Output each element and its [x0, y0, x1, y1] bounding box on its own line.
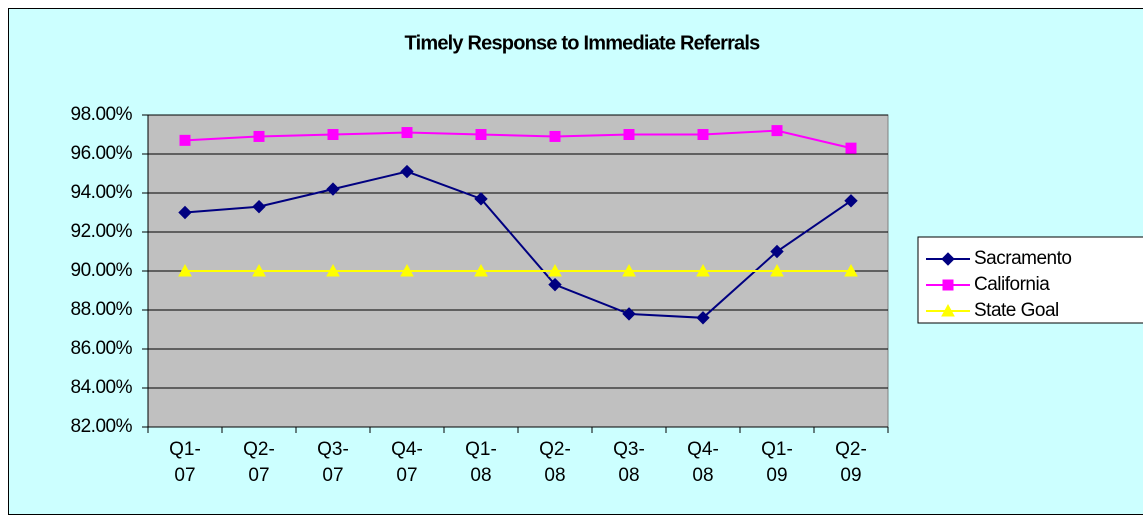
marker [252, 263, 266, 277]
x-tick-label: Q3-08 [613, 439, 645, 486]
marker [845, 142, 857, 154]
y-tick-label: 96.00% [71, 143, 133, 164]
marker [474, 192, 488, 206]
x-tick-label: Q1-08 [465, 439, 497, 486]
marker [400, 164, 414, 179]
marker [696, 311, 710, 325]
marker [696, 263, 710, 277]
marker [622, 263, 636, 277]
legend-label: Sacramento [974, 248, 1071, 269]
marker [252, 199, 266, 214]
legend-label: State Goal [974, 300, 1059, 321]
marker [327, 129, 339, 140]
legend: Sacramento California State Goal [917, 236, 1143, 324]
marker [401, 127, 413, 139]
marker [941, 303, 955, 317]
marker [549, 130, 561, 142]
marker [844, 194, 858, 208]
marker [770, 263, 784, 277]
marker [941, 252, 955, 266]
y-tick-label: 82.00% [71, 416, 133, 437]
marker [770, 244, 784, 259]
marker [253, 130, 265, 142]
marker [179, 134, 191, 146]
legend-label: California [974, 274, 1050, 295]
marker [178, 205, 192, 220]
x-tick-label: Q2-09 [835, 439, 867, 486]
marker [400, 263, 414, 277]
marker [622, 307, 636, 321]
marker [771, 125, 783, 137]
y-tick-label: 88.00% [71, 299, 133, 320]
marker [474, 263, 488, 277]
y-tick-label: 92.00% [71, 221, 133, 242]
marker [326, 263, 340, 277]
y-tick-label: 90.00% [71, 260, 133, 281]
x-tick-label: Q2-07 [243, 439, 275, 486]
y-tick-label: 98.00% [71, 104, 133, 125]
x-tick-label: Q2-08 [539, 439, 571, 486]
marker [475, 129, 487, 140]
chart-title: Timely Response to Immediate Referrals [405, 32, 761, 54]
marker [548, 277, 562, 292]
x-tick-label: Q1-09 [761, 439, 793, 486]
y-tick-label: 94.00% [71, 182, 133, 203]
x-tick-label: Q1-07 [169, 439, 201, 486]
marker [326, 182, 340, 196]
series-line [184, 170, 852, 319]
y-tick-label: 84.00% [71, 377, 133, 398]
legend-box [917, 236, 1143, 324]
marker [178, 263, 192, 277]
marker [623, 129, 635, 140]
marker [548, 263, 562, 277]
x-tick-label: Q4-07 [391, 439, 423, 486]
marker [844, 263, 858, 277]
marker [942, 279, 954, 291]
x-tick-label: Q3-07 [317, 439, 349, 486]
x-tick-label: Q4-08 [687, 439, 719, 486]
series-line [184, 129, 852, 150]
y-tick-label: 86.00% [71, 338, 133, 359]
marker [697, 129, 709, 140]
